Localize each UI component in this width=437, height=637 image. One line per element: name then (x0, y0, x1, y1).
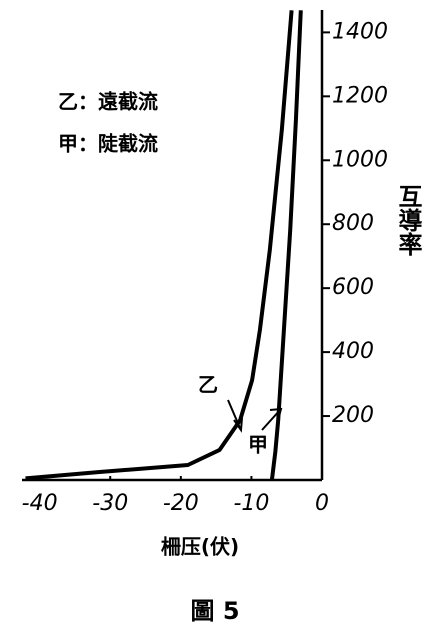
x-tick-label: -10 (233, 491, 269, 516)
y-tick-label: 1400 (332, 19, 388, 44)
legend-entry: 乙：遠截流 (58, 90, 158, 114)
caption: 圖 5 (190, 597, 239, 625)
y-tick-label: 400 (332, 339, 374, 364)
y-tick-label: 200 (332, 403, 374, 428)
x-tick-label: -40 (22, 491, 58, 516)
x-tick-label: -30 (92, 491, 128, 516)
curve (25, 10, 294, 481)
y-tick-label: 1000 (332, 147, 388, 172)
legend-entry: 甲：陡截流 (58, 132, 158, 156)
y-axis-label: 互導率 (394, 184, 422, 256)
y-tick-label: 1200 (332, 83, 388, 108)
y-tick-label: 600 (332, 275, 374, 300)
x-axis-label: 柵压(伏) (161, 535, 239, 559)
y-tick-label: 800 (332, 211, 374, 236)
curve-label: 乙 (198, 373, 218, 397)
curve (269, 10, 303, 481)
curve-label: 甲 (248, 433, 268, 457)
x-tick-label: 0 (315, 491, 329, 516)
x-tick-label: -20 (163, 491, 199, 516)
